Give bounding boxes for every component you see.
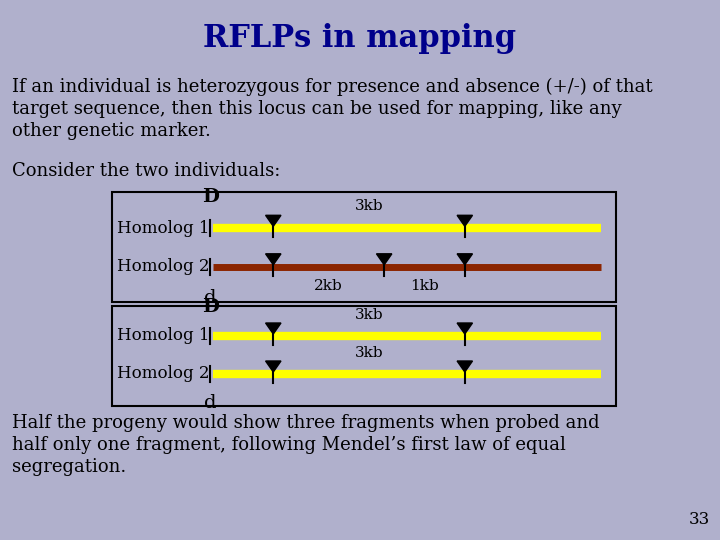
Text: Homolog 1: Homolog 1: [117, 327, 210, 345]
Text: If an individual is heterozygous for presence and absence (+/-) of that: If an individual is heterozygous for pre…: [12, 78, 652, 96]
Text: Homolog 2: Homolog 2: [117, 258, 210, 275]
Text: Consider the two individuals:: Consider the two individuals:: [12, 162, 280, 180]
Polygon shape: [266, 323, 281, 334]
Text: Half the progeny would show three fragments when probed and: Half the progeny would show three fragme…: [12, 414, 600, 432]
Polygon shape: [457, 254, 472, 265]
Polygon shape: [377, 254, 392, 265]
Text: D: D: [202, 298, 219, 316]
Bar: [112, 192, 616, 302]
Text: 2kb: 2kb: [315, 279, 343, 293]
Text: 3kb: 3kb: [355, 346, 383, 360]
Text: d: d: [204, 394, 217, 412]
Text: segregation.: segregation.: [12, 458, 126, 476]
Text: D: D: [202, 188, 219, 206]
Polygon shape: [266, 254, 281, 265]
Polygon shape: [457, 361, 472, 372]
Polygon shape: [266, 361, 281, 372]
Text: Homolog 1: Homolog 1: [117, 220, 210, 237]
Bar: [112, 306, 616, 406]
Text: 1kb: 1kb: [410, 279, 439, 293]
Text: other genetic marker.: other genetic marker.: [12, 122, 211, 140]
Text: 3kb: 3kb: [355, 199, 383, 213]
Text: half only one fragment, following Mendel’s first law of equal: half only one fragment, following Mendel…: [12, 436, 566, 454]
Text: 33: 33: [689, 511, 710, 528]
Polygon shape: [457, 215, 472, 226]
Polygon shape: [457, 323, 472, 334]
Text: 3kb: 3kb: [355, 308, 383, 322]
Text: RFLPs in mapping: RFLPs in mapping: [204, 23, 516, 53]
Text: d: d: [204, 289, 217, 307]
Text: target sequence, then this locus can be used for mapping, like any: target sequence, then this locus can be …: [12, 100, 621, 118]
Text: Homolog 2: Homolog 2: [117, 366, 210, 382]
Polygon shape: [266, 215, 281, 226]
